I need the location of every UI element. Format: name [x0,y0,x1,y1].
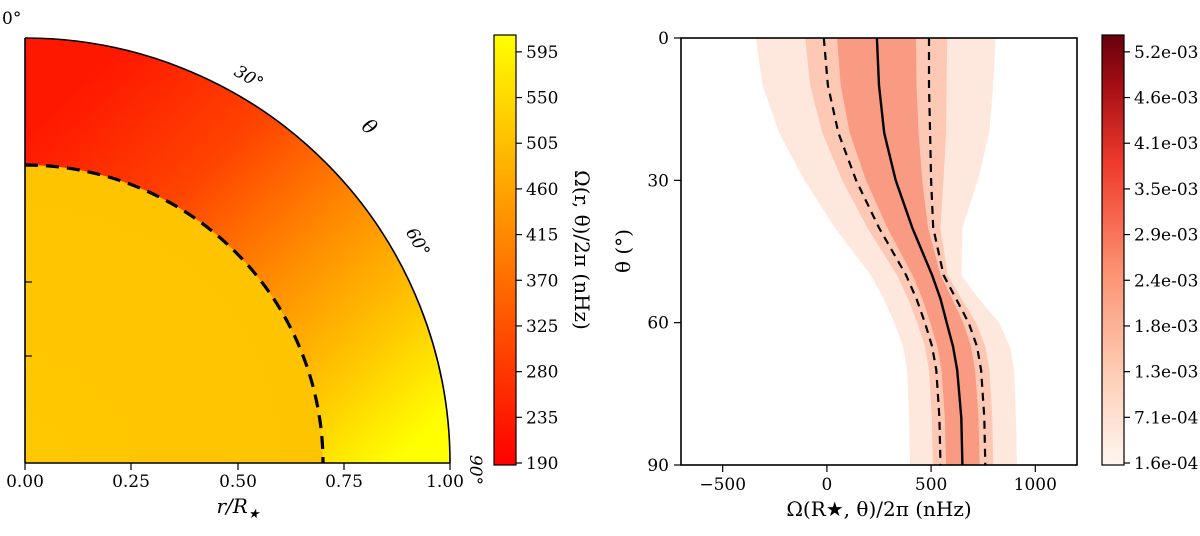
left-xtick-label: 0.75 [325,472,363,492]
left-colorbar-tick-label: 595 [526,43,558,63]
left-xtick-label: 1.00 [426,472,464,492]
right-colorbar-tick-label: 4.6e-03 [1134,89,1198,109]
right-xticks: −500 0 500 1000 [699,465,1057,495]
right-colorbar-tick-label: 2.4e-03 [1134,271,1198,291]
posterior-density [755,38,1017,465]
angle-tick-0: 0° [2,9,21,29]
left-colorbar-gradient [493,34,517,466]
left-colorbar-tick-label: 460 [526,180,558,200]
right-yticks: 0 30 60 90 [647,29,681,476]
density-inner-band [837,38,980,465]
left-colorbar: 190 235 280 325 370 415 460 505 550 595 Ω(r, θ)/2… [493,34,594,474]
right-ytick-label: 30 [647,171,669,191]
angle-axis-label: θ [357,114,382,140]
right-panel: −500 0 500 1000 0 30 60 90 Ω(R★, θ)/2π (nHz) θ… [611,29,1078,521]
right-colorbar-gradient [1101,34,1125,466]
angle-tick-90: 90° [465,455,485,485]
right-colorbar-ticks: 1.6e-04 7.1e-04 1.3e-03 1.8e-03 2.4e-03 2.9e-… [1124,43,1198,474]
right-colorbar-tick-label: 3.5e-03 [1134,180,1198,200]
right-xtick-label: 1000 [1014,475,1057,495]
angle-tick-30: 30° [230,61,266,93]
outer-boundary [24,37,451,464]
lower-bound-line [822,38,942,465]
right-ytick-label: 90 [647,456,669,476]
right-xtick-label: 0 [821,475,832,495]
right-colorbar-tick-label: 7.1e-04 [1134,408,1198,428]
left-colorbar-tick-label: 415 [526,226,558,246]
left-colorbar-tick-label: 235 [526,408,558,428]
core-region [25,165,323,463]
left-panel: 0.00 0.25 0.50 0.75 1.00 r/R★ 0° 30° 60°… [2,9,485,522]
right-xlabel: Ω(R★, θ)/2π (nHz) [786,497,971,521]
left-xlabel: r/R★ [216,494,260,522]
left-colorbar-ticks: 190 235 280 325 370 415 460 505 550 595 [516,43,558,474]
right-colorbar-tick-label: 1.6e-04 [1134,454,1198,474]
left-colorbar-tick-label: 370 [526,271,558,291]
left-xtick-label: 0.50 [219,472,257,492]
right-xtick-label: −500 [699,475,746,495]
right-colorbar: 1.6e-04 7.1e-04 1.3e-03 1.8e-03 2.4e-03 2.9e-… [1101,34,1198,474]
right-xtick-label: 500 [915,475,947,495]
right-colorbar-tick-label: 4.1e-03 [1134,134,1198,154]
left-xtick-label: 0.00 [6,472,44,492]
right-colorbar-tick-label: 2.9e-03 [1134,226,1198,246]
core-boundary-dashed [24,163,325,464]
right-colorbar-tick-label: 1.8e-03 [1134,317,1198,337]
left-colorbar-tick-label: 505 [526,134,558,154]
left-colorbar-tick-label: 190 [526,454,558,474]
left-colorbar-tick-label: 280 [526,363,558,383]
right-colorbar-tick-label: 5.2e-03 [1134,43,1198,63]
left-colorbar-label: Ω(r, θ)/2π (nHz) [570,170,594,330]
right-ytick-label: 0 [658,29,669,49]
left-colorbar-tick-label: 550 [526,89,558,109]
right-axes-frame [680,37,1078,466]
upper-bound-line [927,38,987,465]
right-ytick-label: 60 [647,314,669,334]
angle-tick-60: 60° [401,224,433,260]
left-xtick-label: 0.25 [112,472,150,492]
right-colorbar-tick-label: 1.3e-03 [1134,363,1198,383]
left-colorbar-tick-label: 325 [526,317,558,337]
right-ylabel: θ (°) [611,229,635,273]
median-line [875,38,964,465]
